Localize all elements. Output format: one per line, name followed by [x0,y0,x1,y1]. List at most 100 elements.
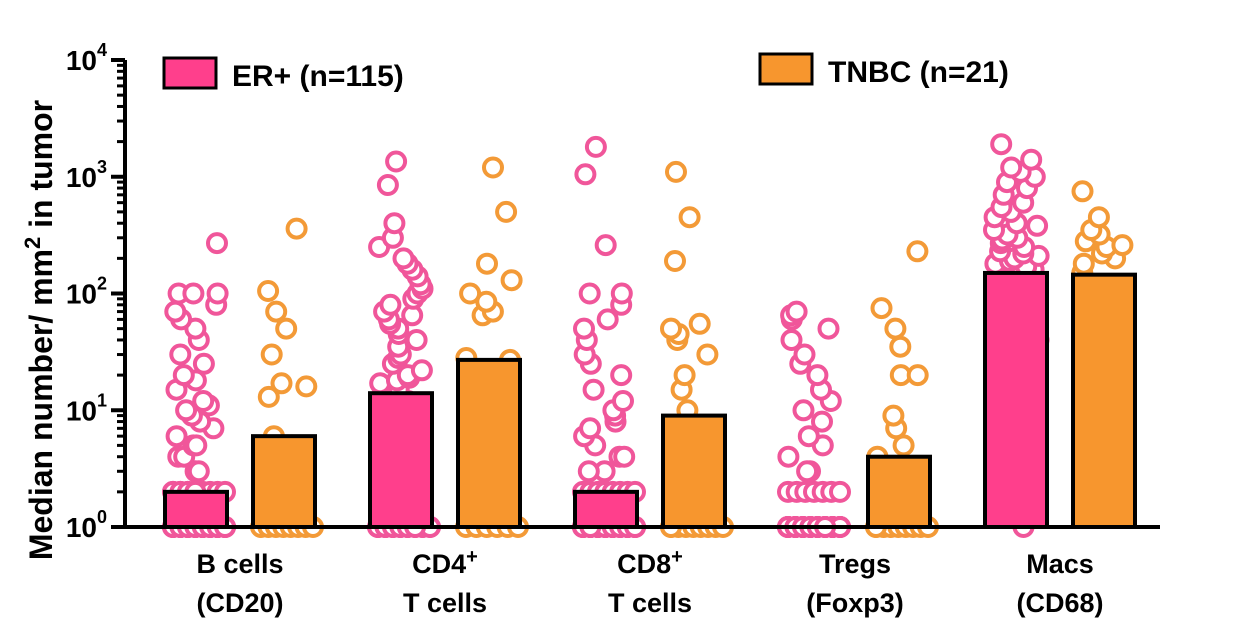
data-point-er-3-66 [817,317,840,340]
category-label-0-line1: B cells [196,549,283,579]
data-point-tnbc-4-20 [1087,206,1110,229]
y-axis-title: Median number/ mm2 in tumor [20,100,59,560]
data-point-er-0-57 [185,434,208,457]
data-point-tnbc-2-14 [696,343,719,366]
data-point-er-2-70 [578,282,601,305]
data-point-er-1-62 [392,247,415,270]
y-tick-label-3: 103 [66,157,107,193]
data-point-tnbc-3-16 [889,335,912,358]
bar-tnbc-0 [251,434,317,530]
data-point-tnbc-4-21 [1071,180,1094,203]
data-point-er-0-69 [169,343,192,366]
data-point-er-2-66 [573,317,595,340]
category-label-1-line2: T cells [403,588,487,618]
bar-er-0 [163,489,229,529]
bar-er-2 [573,489,639,529]
data-point-tnbc-4-12 [1072,252,1095,275]
data-point-er-2-61 [582,378,605,401]
data-point-er-3-52 [829,480,851,503]
data-point-er-0-73 [164,300,187,323]
data-point-tnbc-0-15 [270,372,293,395]
legend-swatch-er [162,56,218,90]
bar-tnbc-1 [456,357,522,529]
data-point-tnbc-2-20 [678,206,701,229]
category-label-4-line1: Macs [1026,549,1094,579]
data-point-tnbc-1-14 [459,282,482,305]
category-label-1-line1: CD4+ [412,546,478,579]
y-tick-label-4: 104 [66,40,107,76]
data-point-tnbc-1-17 [495,200,518,223]
data-point-tnbc-3-13 [882,404,905,427]
data-point-er-1-65 [383,212,406,235]
data-point-tnbc-2-18 [688,312,711,335]
data-point-er-1-47 [405,329,428,351]
data-point-er-2-60 [612,390,634,412]
data-point-er-0-75 [206,282,229,305]
data-point-er-2-71 [594,234,617,257]
data-point-er-1-66 [376,174,399,196]
data-point-tnbc-0-17 [275,317,298,340]
data-point-er-0-67 [172,364,195,387]
category-label-4-line2: (CD68) [1016,588,1103,618]
data-point-tnbc-1-18 [482,156,504,179]
data-point-er-3-54 [796,460,819,483]
data-point-er-3-64 [793,343,816,366]
data-point-tnbc-1-15 [500,269,523,292]
data-point-tnbc-2-13 [673,364,696,387]
legend-label-er: ER+ (n=115) [232,60,404,93]
data-point-er-2-51 [577,460,600,483]
legend-swatch-tnbc [758,52,814,86]
category-label-3-line1: Tregs [819,549,891,579]
data-point-er-1-67 [385,150,408,173]
data-point-er-3-62 [806,364,829,387]
data-point-er-1-54 [379,293,402,316]
data-point-er-0-64 [192,390,215,412]
data-point-tnbc-0-13 [257,385,280,408]
data-point-er-0-78 [206,232,228,255]
data-point-tnbc-3-19 [906,240,929,263]
data-point-er-4-52 [1020,148,1043,171]
data-point-er-3-59 [792,399,815,422]
data-point-er-3-69 [785,300,808,323]
y-tick-label-0: 100 [66,507,107,543]
data-point-er-2-72 [574,163,597,186]
data-point-er-0-68 [192,352,215,375]
data-point-tnbc-3-18 [870,297,893,320]
y-tick-label-2: 102 [66,274,107,310]
data-point-er-3-55 [777,445,800,468]
data-point-tnbc-0-19 [257,280,280,302]
bar-tnbc-3 [866,454,932,530]
data-point-tnbc-2-19 [664,250,686,272]
data-point-er-0-53 [187,460,210,483]
data-point-er-2-69 [610,282,633,305]
data-point-er-3-57 [797,425,820,448]
data-point-er-4-53 [990,133,1013,156]
data-point-er-4-51 [1000,156,1023,179]
data-point-tnbc-0-16 [260,343,283,366]
category-label-0-line2: (CD20) [196,588,283,618]
data-point-er-0-77 [182,282,205,305]
data-point-tnbc-2-17 [660,317,682,340]
category-label-2-line2: T cells [608,588,692,618]
data-point-tnbc-3-15 [906,364,929,387]
bars-layer [163,270,1137,530]
legend-label-tnbc: TNBC (n=21) [828,56,1009,89]
category-label-2-line1: CD8+ [617,546,683,579]
data-point-er-2-53 [613,445,636,468]
bar-er-4 [983,270,1049,529]
data-point-er-3-58 [811,410,833,433]
legend: ER+ (n=115) TNBC (n=21) [162,52,1009,93]
data-point-er-0-58 [165,425,188,448]
bar-er-1 [368,391,434,529]
data-point-er-2-62 [610,364,633,387]
data-point-er-2-67 [596,308,619,331]
data-point-er-3-65 [780,329,803,351]
data-point-tnbc-3-17 [884,317,907,340]
data-point-tnbc-2-21 [665,160,687,183]
data-point-er-1-42 [410,359,433,382]
data-point-er-2-73 [584,135,607,158]
axes-layer: B cells (CD20) CD4+ T cells CD8+ T cells Tregs… [66,40,1160,618]
data-point-tnbc-4-16 [1111,234,1134,257]
bar-tnbc-2 [661,413,727,530]
